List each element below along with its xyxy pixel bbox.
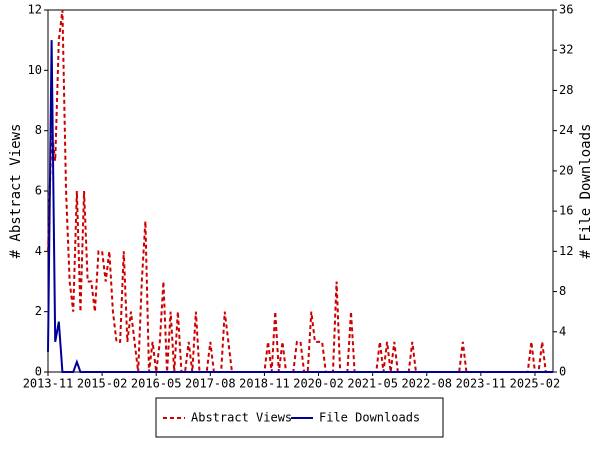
x-tick-label: 2023-11 <box>456 377 507 391</box>
y-tick-label: 12 <box>28 3 42 17</box>
y-tick-label: 0 <box>35 365 42 379</box>
y-tick-label: 10 <box>28 63 42 77</box>
x-tick-label: 2021-05 <box>347 377 398 391</box>
legend-label: Abstract Views <box>191 411 292 425</box>
y2-tick-label: 12 <box>559 244 573 258</box>
x-tick-label: 2018-11 <box>239 377 290 391</box>
x-tick-label: 2017-08 <box>185 377 236 391</box>
x-tick-label: 2016-05 <box>131 377 182 391</box>
y-tick-label: 2 <box>35 304 42 318</box>
y2-tick-label: 36 <box>559 3 573 17</box>
x-tick-label: 2015-02 <box>77 377 128 391</box>
y2-tick-label: 16 <box>559 204 573 218</box>
x-tick-label: 2022-08 <box>401 377 452 391</box>
y2-tick-label: 4 <box>559 324 566 338</box>
y-tick-label: 6 <box>35 184 42 198</box>
series-line <box>47 40 553 373</box>
x-tick-label: 2025-02 <box>510 377 561 391</box>
y2-axis-label: # File Downloads <box>578 124 594 259</box>
y-tick-label: 8 <box>35 123 42 137</box>
y2-tick-label: 0 <box>559 365 566 379</box>
y2-tick-label: 28 <box>559 83 573 97</box>
y2-tick-label: 8 <box>559 284 566 298</box>
y-tick-label: 4 <box>35 244 42 258</box>
legend-label: File Downloads <box>319 411 420 425</box>
y-axis-label: # Abstract Views <box>8 124 24 259</box>
y2-tick-label: 20 <box>559 163 573 177</box>
y2-tick-label: 32 <box>559 43 573 57</box>
y2-tick-label: 24 <box>559 123 573 137</box>
x-tick-label: 2020-02 <box>293 377 344 391</box>
legend-box <box>155 397 444 438</box>
x-tick-label: 2013-11 <box>23 377 74 391</box>
